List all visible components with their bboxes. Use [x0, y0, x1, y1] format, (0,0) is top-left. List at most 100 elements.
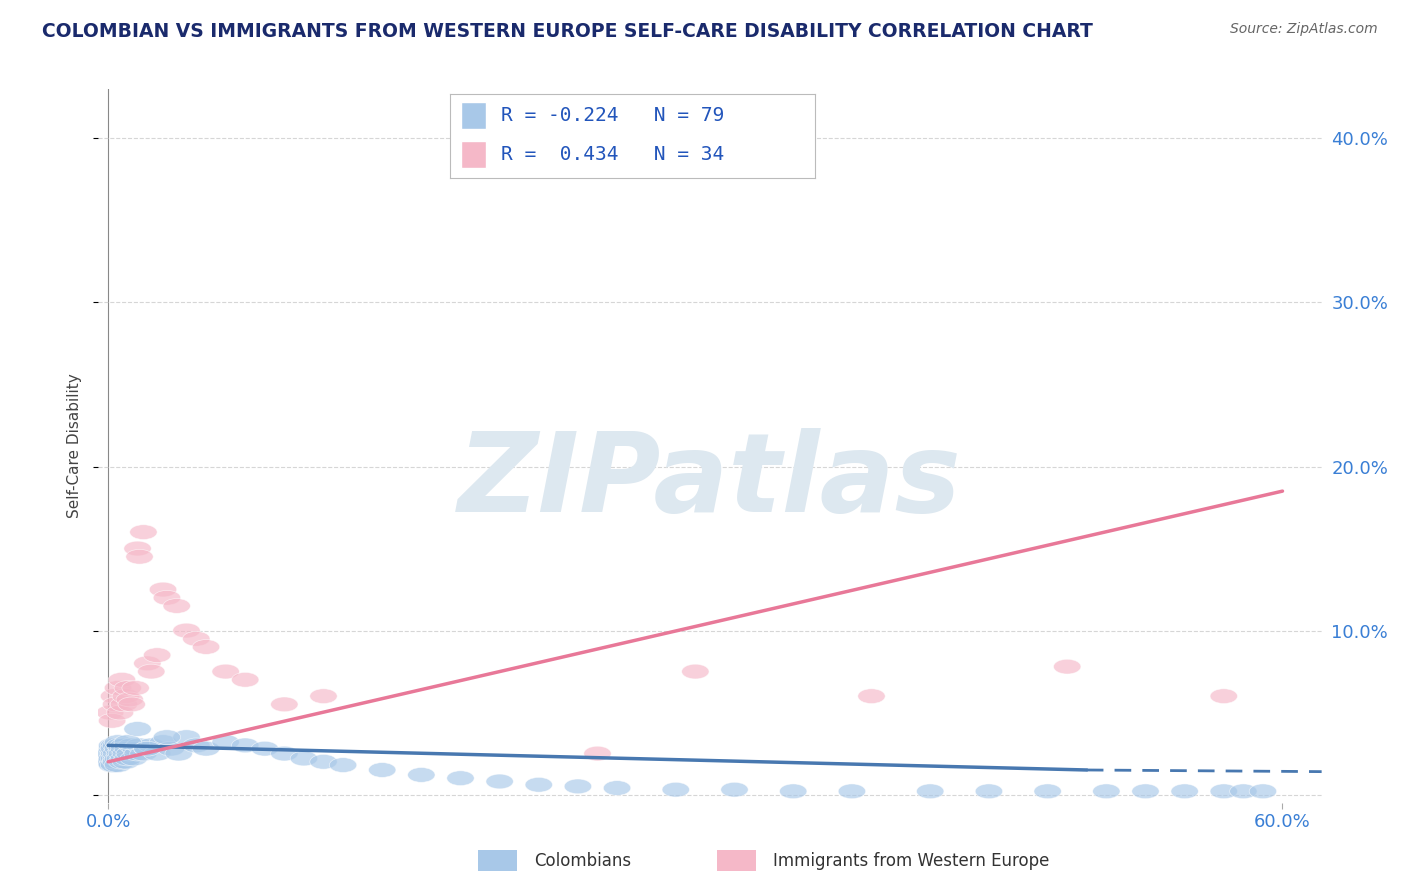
Ellipse shape	[124, 747, 152, 761]
Ellipse shape	[103, 751, 129, 766]
Ellipse shape	[98, 738, 125, 753]
Ellipse shape	[1211, 784, 1237, 798]
Ellipse shape	[1033, 784, 1062, 798]
Ellipse shape	[107, 751, 134, 766]
Ellipse shape	[1171, 784, 1198, 798]
Ellipse shape	[100, 757, 128, 772]
Ellipse shape	[138, 665, 165, 679]
Y-axis label: Self-Care Disability: Self-Care Disability	[67, 374, 83, 518]
Ellipse shape	[114, 751, 142, 766]
Ellipse shape	[114, 735, 142, 749]
Text: R =  0.434   N = 34: R = 0.434 N = 34	[501, 145, 724, 164]
FancyBboxPatch shape	[461, 141, 486, 169]
Ellipse shape	[104, 681, 132, 696]
Ellipse shape	[122, 681, 149, 696]
Ellipse shape	[97, 706, 124, 720]
Ellipse shape	[107, 738, 134, 753]
Ellipse shape	[157, 741, 184, 756]
Ellipse shape	[1211, 689, 1237, 704]
Ellipse shape	[309, 755, 337, 769]
Ellipse shape	[183, 738, 209, 753]
Text: Immigrants from Western Europe: Immigrants from Western Europe	[773, 852, 1050, 870]
Ellipse shape	[100, 689, 128, 704]
Ellipse shape	[114, 681, 142, 696]
Ellipse shape	[118, 697, 145, 712]
Ellipse shape	[112, 747, 139, 761]
Ellipse shape	[149, 582, 177, 597]
Ellipse shape	[110, 741, 138, 756]
Ellipse shape	[110, 751, 138, 766]
Ellipse shape	[100, 751, 128, 766]
Ellipse shape	[98, 751, 125, 766]
Ellipse shape	[98, 757, 125, 772]
Ellipse shape	[112, 689, 139, 704]
Ellipse shape	[173, 730, 200, 745]
Ellipse shape	[1230, 784, 1257, 798]
Ellipse shape	[100, 738, 128, 753]
Text: Colombians: Colombians	[534, 852, 631, 870]
Ellipse shape	[108, 673, 135, 687]
Ellipse shape	[104, 751, 132, 766]
Ellipse shape	[134, 741, 162, 756]
Ellipse shape	[138, 738, 165, 753]
Ellipse shape	[486, 774, 513, 789]
Ellipse shape	[329, 757, 357, 772]
Ellipse shape	[108, 747, 135, 761]
Ellipse shape	[104, 735, 132, 749]
Text: R = -0.224   N = 79: R = -0.224 N = 79	[501, 106, 724, 125]
Ellipse shape	[107, 706, 134, 720]
Ellipse shape	[149, 735, 177, 749]
Ellipse shape	[603, 780, 631, 796]
Ellipse shape	[118, 738, 145, 753]
Ellipse shape	[270, 747, 298, 761]
Ellipse shape	[368, 763, 396, 777]
Ellipse shape	[1132, 784, 1159, 798]
Ellipse shape	[290, 751, 318, 766]
Ellipse shape	[564, 779, 592, 794]
Ellipse shape	[173, 624, 200, 638]
Ellipse shape	[129, 747, 157, 761]
Text: COLOMBIAN VS IMMIGRANTS FROM WESTERN EUROPE SELF-CARE DISABILITY CORRELATION CHA: COLOMBIAN VS IMMIGRANTS FROM WESTERN EUR…	[42, 22, 1092, 41]
Ellipse shape	[270, 697, 298, 712]
Ellipse shape	[97, 747, 124, 761]
Text: ZIPatlas: ZIPatlas	[458, 428, 962, 535]
FancyBboxPatch shape	[461, 103, 486, 129]
Ellipse shape	[100, 747, 128, 761]
Ellipse shape	[232, 673, 259, 687]
Ellipse shape	[125, 738, 153, 753]
Ellipse shape	[103, 697, 129, 712]
Ellipse shape	[122, 741, 149, 756]
Ellipse shape	[103, 738, 129, 753]
Ellipse shape	[976, 784, 1002, 798]
Ellipse shape	[143, 648, 172, 663]
Ellipse shape	[98, 741, 125, 756]
Ellipse shape	[98, 714, 125, 728]
Ellipse shape	[104, 741, 132, 756]
Ellipse shape	[193, 640, 219, 655]
Ellipse shape	[134, 741, 162, 756]
Ellipse shape	[252, 741, 278, 756]
Ellipse shape	[183, 632, 209, 646]
Ellipse shape	[117, 747, 143, 761]
Ellipse shape	[447, 771, 474, 786]
Ellipse shape	[662, 782, 689, 797]
Ellipse shape	[917, 784, 943, 798]
Ellipse shape	[721, 782, 748, 797]
Ellipse shape	[124, 541, 152, 556]
Ellipse shape	[114, 741, 142, 756]
Ellipse shape	[163, 599, 190, 614]
Ellipse shape	[100, 741, 128, 756]
Ellipse shape	[838, 784, 866, 798]
Ellipse shape	[107, 747, 134, 761]
Ellipse shape	[124, 722, 152, 737]
Ellipse shape	[408, 767, 434, 782]
Ellipse shape	[125, 549, 153, 564]
Ellipse shape	[193, 741, 219, 756]
Ellipse shape	[1249, 784, 1277, 798]
Ellipse shape	[1092, 784, 1121, 798]
Ellipse shape	[212, 735, 239, 749]
Ellipse shape	[153, 730, 180, 745]
Ellipse shape	[583, 747, 612, 761]
Ellipse shape	[112, 755, 139, 769]
Ellipse shape	[524, 777, 553, 792]
